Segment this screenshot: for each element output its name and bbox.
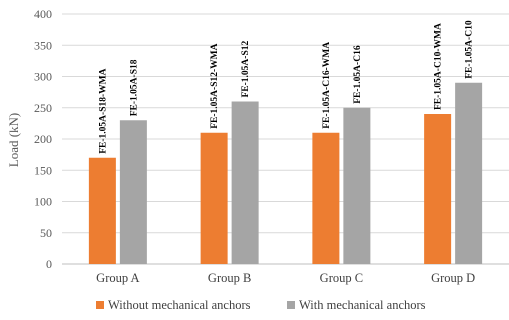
y-tick-label: 250 <box>34 101 52 115</box>
bar-data-label: FE-1.05A-C16-WMA <box>322 42 332 129</box>
y-tick-label: 50 <box>40 226 52 240</box>
bars <box>88 82 483 264</box>
legend: Without mechanical anchors With mechanic… <box>96 298 426 312</box>
bar-group-c-series-0 <box>312 132 340 264</box>
legend-swatch-with-anchors <box>287 301 295 309</box>
bar-group-d-series-1 <box>455 82 483 264</box>
legend-swatch-without-anchors <box>96 301 104 309</box>
y-tick-label: 200 <box>34 132 52 146</box>
bar-labels: FE-1.05A-S18-WMA FE-1.05A-S18 FE-1.05A-S12… <box>98 20 474 154</box>
y-axis-ticks: 0 50 100 150 200 250 300 350 400 <box>34 7 52 271</box>
x-category-label: Group C <box>320 271 363 285</box>
bar-data-label: FE-1.05A-C16 <box>353 45 363 104</box>
y-tick-label: 300 <box>34 70 52 84</box>
bar-data-label: FE-1.05A-S12 <box>241 41 251 98</box>
bar-data-label: FE-1.05A-S12-WMA <box>210 43 220 128</box>
bar-data-label: FE-1.05A-S18-WMA <box>98 68 108 153</box>
y-axis-title: Load (kN) <box>6 113 21 168</box>
bar-group-a-series-1 <box>119 120 147 264</box>
bar-data-label: FE-1.05A-C10 <box>465 20 475 79</box>
bar-data-label: FE-1.05A-S18 <box>129 59 139 116</box>
bar-group-d-series-0 <box>424 114 452 264</box>
bar-group-b-series-1 <box>231 101 259 264</box>
y-tick-label: 400 <box>34 7 52 21</box>
legend-label-with-anchors: With mechanical anchors <box>299 298 426 312</box>
legend-label-without-anchors: Without mechanical anchors <box>108 298 251 312</box>
x-category-label: Group A <box>96 271 139 285</box>
x-category-label: Group B <box>208 271 251 285</box>
bar-data-label: FE-1.05A-C10-WMA <box>434 23 444 110</box>
y-tick-label: 150 <box>34 163 52 177</box>
y-tick-label: 0 <box>46 257 52 271</box>
x-axis-categories: Group A Group B Group C Group D <box>96 271 475 285</box>
y-tick-label: 350 <box>34 38 52 52</box>
bar-group-a-series-0 <box>88 157 116 264</box>
y-tick-label: 100 <box>34 195 52 209</box>
bar-group-c-series-1 <box>343 107 371 264</box>
x-category-label: Group D <box>431 271 475 285</box>
bar-group-b-series-0 <box>200 132 228 264</box>
